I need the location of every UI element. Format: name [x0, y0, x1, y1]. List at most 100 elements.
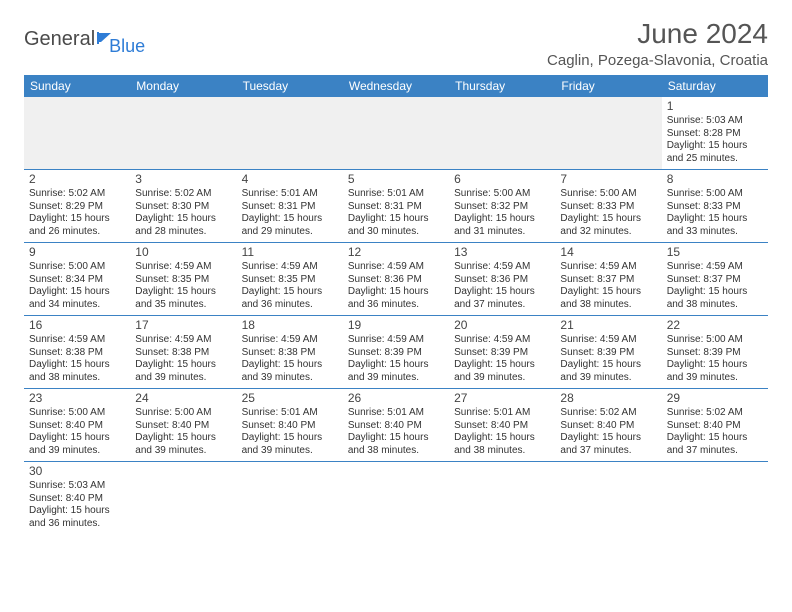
day-number: 20	[454, 318, 550, 333]
sunset-text: Sunset: 8:28 PM	[667, 128, 763, 141]
calendar-cell	[237, 97, 343, 170]
sunrise-text: Sunrise: 4:59 AM	[454, 261, 550, 274]
logo-text-main: General	[24, 28, 95, 51]
day-number: 27	[454, 391, 550, 406]
sunset-text: Sunset: 8:31 PM	[242, 201, 338, 214]
sunset-text: Sunset: 8:33 PM	[667, 201, 763, 214]
day-number: 9	[29, 245, 125, 260]
sunset-text: Sunset: 8:38 PM	[29, 347, 125, 360]
calendar-row: 23Sunrise: 5:00 AMSunset: 8:40 PMDayligh…	[24, 389, 768, 462]
calendar: Sunday Monday Tuesday Wednesday Thursday…	[24, 75, 768, 534]
day-number: 25	[242, 391, 338, 406]
day-number: 2	[29, 172, 125, 187]
sunrise-text: Sunrise: 5:02 AM	[135, 188, 231, 201]
day-number: 16	[29, 318, 125, 333]
logo: General Blue	[24, 22, 145, 57]
sunrise-text: Sunrise: 4:59 AM	[135, 334, 231, 347]
calendar-cell: 22Sunrise: 5:00 AMSunset: 8:39 PMDayligh…	[662, 316, 768, 389]
sunset-text: Sunset: 8:40 PM	[242, 420, 338, 433]
sunset-text: Sunset: 8:32 PM	[454, 201, 550, 214]
sunset-text: Sunset: 8:37 PM	[560, 274, 656, 287]
sunrise-text: Sunrise: 5:01 AM	[454, 407, 550, 420]
day-number: 10	[135, 245, 231, 260]
calendar-body: 1Sunrise: 5:03 AMSunset: 8:28 PMDaylight…	[24, 97, 768, 534]
calendar-cell: 23Sunrise: 5:00 AMSunset: 8:40 PMDayligh…	[24, 389, 130, 462]
calendar-cell	[555, 462, 661, 535]
calendar-cell	[449, 462, 555, 535]
daylight-text: Daylight: 15 hours and 39 minutes.	[135, 432, 231, 457]
day-number: 15	[667, 245, 763, 260]
sunset-text: Sunset: 8:36 PM	[454, 274, 550, 287]
calendar-row: 9Sunrise: 5:00 AMSunset: 8:34 PM Daylight…	[24, 243, 768, 316]
logo-text-sub: Blue	[109, 36, 145, 56]
sunset-text: Sunset: 8:40 PM	[29, 493, 125, 506]
daylight-text: Daylight: 15 hours and 39 minutes.	[242, 432, 338, 457]
sunrise-text: Sunrise: 5:01 AM	[348, 407, 444, 420]
daylight-text: Daylight: 15 hours and 39 minutes.	[560, 359, 656, 384]
sunset-text: Sunset: 8:40 PM	[29, 420, 125, 433]
sunrise-text: Sunrise: 4:59 AM	[242, 334, 338, 347]
calendar-cell: 5Sunrise: 5:01 AMSunset: 8:31 PMDaylight…	[343, 170, 449, 243]
sunset-text: Sunset: 8:38 PM	[242, 347, 338, 360]
calendar-cell: 4Sunrise: 5:01 AMSunset: 8:31 PMDaylight…	[237, 170, 343, 243]
sunset-text: Sunset: 8:40 PM	[348, 420, 444, 433]
calendar-cell: 30Sunrise: 5:03 AMSunset: 8:40 PMDayligh…	[24, 462, 130, 535]
sunset-text: Sunset: 8:34 PM	[29, 274, 125, 287]
calendar-cell	[130, 462, 236, 535]
day-number: 18	[242, 318, 338, 333]
calendar-cell: 8Sunrise: 5:00 AMSunset: 8:33 PMDaylight…	[662, 170, 768, 243]
calendar-cell: 7Sunrise: 5:00 AMSunset: 8:33 PMDaylight…	[555, 170, 661, 243]
daylight-text: Daylight: 15 hours and 39 minutes.	[348, 359, 444, 384]
sunrise-text: Sunrise: 5:03 AM	[667, 115, 763, 128]
sunrise-text: Sunrise: 5:00 AM	[560, 188, 656, 201]
sunrise-text: Sunrise: 4:59 AM	[348, 261, 444, 274]
day-number: 13	[454, 245, 550, 260]
day-number: 11	[242, 245, 338, 260]
sunset-text: Sunset: 8:38 PM	[135, 347, 231, 360]
day-number: 23	[29, 391, 125, 406]
daylight-text: Daylight: 15 hours and 39 minutes.	[667, 359, 763, 384]
sunrise-text: Sunrise: 5:00 AM	[667, 188, 763, 201]
calendar-cell	[237, 462, 343, 535]
daylight-text: Daylight: 15 hours and 37 minutes.	[560, 432, 656, 457]
daylight-text: Daylight: 15 hours and 36 minutes.	[348, 286, 444, 311]
sunrise-text: Sunrise: 4:59 AM	[135, 261, 231, 274]
day-number: 19	[348, 318, 444, 333]
page-title: June 2024	[547, 18, 768, 50]
calendar-row: 16Sunrise: 4:59 AMSunset: 8:38 PMDayligh…	[24, 316, 768, 389]
day-number: 8	[667, 172, 763, 187]
calendar-row: 30Sunrise: 5:03 AMSunset: 8:40 PMDayligh…	[24, 462, 768, 535]
calendar-cell: 20Sunrise: 4:59 AMSunset: 8:39 PMDayligh…	[449, 316, 555, 389]
sunset-text: Sunset: 8:40 PM	[454, 420, 550, 433]
sunrise-text: Sunrise: 5:00 AM	[29, 261, 125, 274]
day-number: 24	[135, 391, 231, 406]
sunrise-text: Sunrise: 4:59 AM	[29, 334, 125, 347]
daylight-text: Daylight: 15 hours and 39 minutes.	[135, 359, 231, 384]
calendar-cell: 29Sunrise: 5:02 AMSunset: 8:40 PMDayligh…	[662, 389, 768, 462]
sunset-text: Sunset: 8:37 PM	[667, 274, 763, 287]
calendar-cell: 27Sunrise: 5:01 AMSunset: 8:40 PMDayligh…	[449, 389, 555, 462]
day-header: Wednesday	[343, 75, 449, 97]
sunrise-text: Sunrise: 5:01 AM	[242, 407, 338, 420]
sunset-text: Sunset: 8:30 PM	[135, 201, 231, 214]
sunrise-text: Sunrise: 5:02 AM	[560, 407, 656, 420]
sunrise-text: Sunrise: 4:59 AM	[560, 334, 656, 347]
calendar-cell: 28Sunrise: 5:02 AMSunset: 8:40 PMDayligh…	[555, 389, 661, 462]
calendar-cell: 19Sunrise: 4:59 AMSunset: 8:39 PMDayligh…	[343, 316, 449, 389]
sunrise-text: Sunrise: 5:02 AM	[29, 188, 125, 201]
sunrise-text: Sunrise: 4:59 AM	[348, 334, 444, 347]
daylight-text: Daylight: 15 hours and 32 minutes.	[560, 213, 656, 238]
day-number: 6	[454, 172, 550, 187]
day-header: Sunday	[24, 75, 130, 97]
sunset-text: Sunset: 8:31 PM	[348, 201, 444, 214]
calendar-cell: 11Sunrise: 4:59 AMSunset: 8:35 PMDayligh…	[237, 243, 343, 316]
calendar-cell	[662, 462, 768, 535]
calendar-cell: 6Sunrise: 5:00 AMSunset: 8:32 PMDaylight…	[449, 170, 555, 243]
calendar-cell	[130, 97, 236, 170]
daylight-text: Daylight: 15 hours and 39 minutes.	[242, 359, 338, 384]
sunrise-text: Sunrise: 5:01 AM	[348, 188, 444, 201]
calendar-cell: 16Sunrise: 4:59 AMSunset: 8:38 PMDayligh…	[24, 316, 130, 389]
calendar-cell	[449, 97, 555, 170]
daylight-text: Daylight: 15 hours and 37 minutes.	[667, 432, 763, 457]
location: Caglin, Pozega-Slavonia, Croatia	[547, 52, 768, 69]
